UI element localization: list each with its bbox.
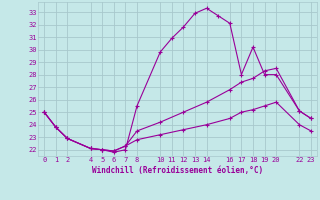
X-axis label: Windchill (Refroidissement éolien,°C): Windchill (Refroidissement éolien,°C) — [92, 166, 263, 175]
